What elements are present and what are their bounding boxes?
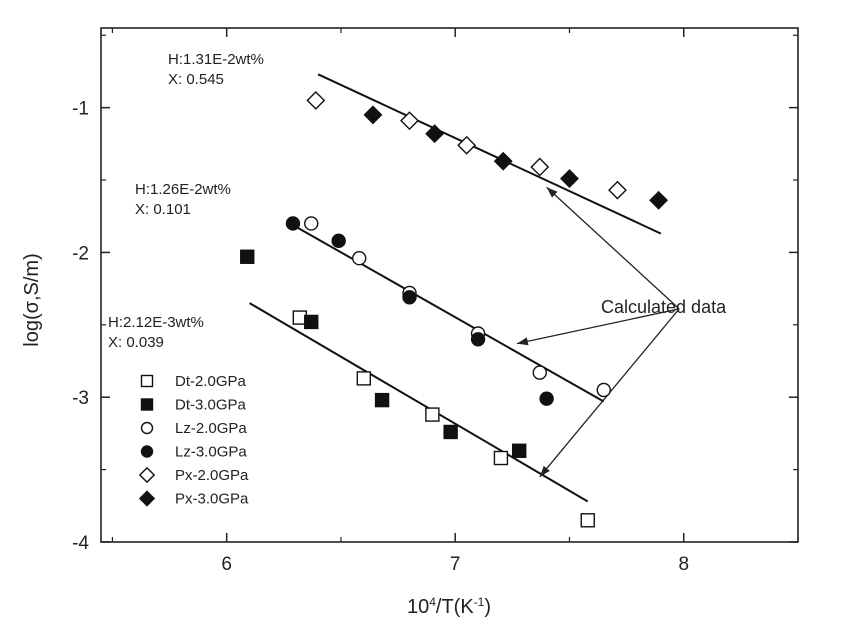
data-point-lz-2-0gpa bbox=[532, 365, 547, 380]
fit-line bbox=[317, 73, 662, 235]
legend-marker bbox=[140, 445, 154, 458]
x-axis-title-base: 10 bbox=[407, 596, 429, 618]
legend-marker bbox=[140, 374, 154, 388]
callout-arrow-head bbox=[539, 465, 550, 477]
annotation-px-h: H:1.31E-2wt% bbox=[168, 51, 264, 68]
legend-label: Dt-2.0GPa bbox=[175, 373, 247, 390]
y-axis-title: log(σ,S/m) bbox=[21, 253, 43, 346]
x-axis-title-mid: /T(K bbox=[436, 596, 474, 618]
fit-line bbox=[294, 225, 605, 403]
annotation-dt-h: H:2.12E-3wt% bbox=[108, 314, 204, 331]
callout-arrow-head bbox=[516, 337, 529, 346]
x-axis-title-sup2: -1 bbox=[474, 595, 485, 609]
legend-marker bbox=[140, 421, 154, 435]
callout-arrow-line bbox=[546, 186, 680, 310]
legend-label: Px-3.0GPa bbox=[175, 491, 249, 508]
data-point-px-2-0gpa bbox=[400, 111, 419, 131]
fit-line bbox=[249, 302, 589, 503]
y-tick-label: -2 bbox=[72, 243, 89, 264]
y-tick-label: -1 bbox=[72, 99, 89, 120]
data-point-lz-3-0gpa bbox=[539, 391, 554, 406]
data-point-lz-2-0gpa bbox=[352, 251, 367, 266]
data-point-dt-2-0gpa bbox=[356, 371, 372, 386]
x-tick-label: 8 bbox=[678, 554, 689, 575]
data-point-lz-2-0gpa bbox=[596, 382, 611, 398]
y-tick-label: -3 bbox=[72, 388, 89, 409]
data-point-dt-2-0gpa bbox=[425, 407, 440, 422]
legend-label: Lz-3.0GPa bbox=[175, 444, 247, 461]
legend-label: Dt-3.0GPa bbox=[175, 397, 247, 414]
legend-marker bbox=[140, 398, 154, 411]
x-tick-label: 6 bbox=[221, 554, 232, 575]
data-point-px-3-0gpa bbox=[425, 124, 445, 144]
data-point-px-2-0gpa bbox=[457, 135, 477, 155]
annotation-dt-x: X: 0.039 bbox=[108, 334, 164, 351]
y-tick-label: -4 bbox=[72, 533, 89, 554]
x-axis-title-end: ) bbox=[484, 596, 491, 618]
callout-arrow-line bbox=[516, 308, 680, 345]
legend-marker bbox=[138, 490, 156, 507]
data-point-px-2-0gpa bbox=[530, 157, 550, 177]
data-point-dt-2-0gpa bbox=[493, 450, 509, 466]
callout-arrows bbox=[516, 186, 680, 478]
axis-ticks: 6 7 8 -4 -3 -2 -1 bbox=[72, 28, 799, 575]
legend-label: Lz-2.0GPa bbox=[175, 420, 247, 437]
x-tick-label: 7 bbox=[450, 554, 461, 575]
data-point-dt-3-0gpa bbox=[443, 424, 458, 440]
data-point-px-2-0gpa bbox=[608, 180, 627, 200]
plot-frame bbox=[100, 27, 799, 543]
annotation-lz-x: X: 0.101 bbox=[135, 201, 191, 218]
data-point-lz-3-0gpa bbox=[402, 290, 417, 305]
data-point-dt-3-0gpa bbox=[304, 314, 319, 330]
x-axis-title-sup: 4 bbox=[429, 595, 436, 609]
callout-arrow-head bbox=[546, 187, 558, 198]
fit-lines bbox=[249, 73, 662, 503]
data-point-dt-3-0gpa bbox=[240, 249, 255, 264]
annotation-px-x: X: 0.545 bbox=[168, 71, 224, 88]
legend-marker bbox=[138, 466, 156, 484]
data-point-px-3-0gpa bbox=[649, 190, 669, 210]
data-point-dt-3-0gpa bbox=[512, 443, 527, 458]
data-point-dt-2-0gpa bbox=[580, 513, 595, 528]
x-axis-title: 104/T(K-1) bbox=[407, 595, 491, 618]
data-point-lz-3-0gpa bbox=[285, 216, 301, 231]
data-point-dt-3-0gpa bbox=[374, 392, 390, 408]
data-markers bbox=[240, 90, 669, 528]
annotation-lz-h: H:1.26E-2wt% bbox=[135, 181, 231, 198]
data-point-lz-3-0gpa bbox=[331, 233, 346, 249]
legend-label: Px-2.0GPa bbox=[175, 467, 249, 484]
callout-label: Calculated data bbox=[601, 297, 727, 317]
data-point-lz-2-0gpa bbox=[304, 216, 319, 231]
data-point-px-3-0gpa bbox=[560, 169, 579, 189]
data-point-lz-3-0gpa bbox=[470, 332, 486, 347]
data-point-px-2-0gpa bbox=[306, 90, 326, 110]
data-point-px-3-0gpa bbox=[363, 105, 383, 125]
data-point-px-3-0gpa bbox=[493, 151, 513, 171]
legend: Dt-2.0GPa Dt-3.0GPa Lz-2.0GPa Lz-3.0GPa Px-2… bbox=[138, 373, 249, 508]
